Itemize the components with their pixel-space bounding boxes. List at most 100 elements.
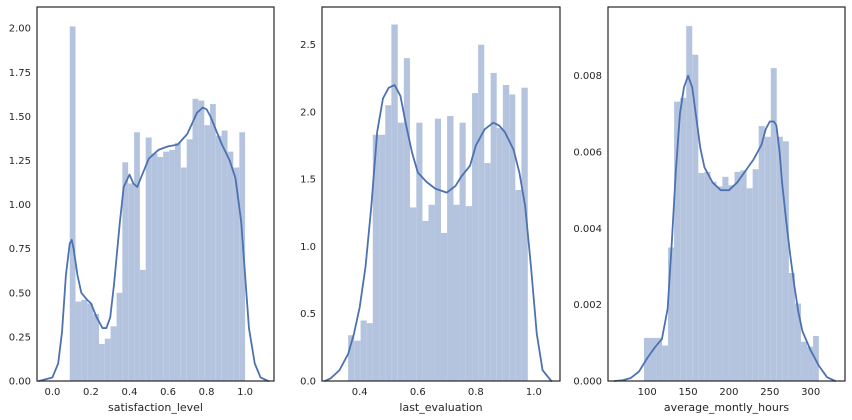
last-evaluation-hist-bar <box>354 340 361 381</box>
average-montly-hours-panel: 100 150 200 250 300 0.000 0.002 0.004 0.006 0.008… <box>573 6 846 414</box>
average-montly-hours-axes-frame <box>607 6 846 382</box>
average-montly-hours-y-tick-label: 0.004 <box>573 224 602 235</box>
satisfaction-level-y-tick-label: 0.25 <box>9 332 31 343</box>
satisfaction-level-kde-line <box>38 106 270 382</box>
average-montly-hours-y-tick-label: 0.002 <box>573 300 602 311</box>
satisfaction-level-hist-bar <box>186 139 193 381</box>
last-evaluation-hist-bar <box>366 323 373 381</box>
satisfaction-level-y-tick-label: 1.75 <box>9 68 31 79</box>
satisfaction-level-hist-bar <box>104 338 111 381</box>
last-evaluation-hist-bar <box>385 105 392 382</box>
average-montly-hours-hist-bar <box>656 337 663 381</box>
satisfaction-level-y-tick-label: 2.00 <box>9 24 31 35</box>
average-montly-hours-hist-bar <box>752 169 759 381</box>
last-evaluation-x-tick-label: 1.0 <box>526 387 542 398</box>
last-evaluation-hist-bar <box>490 72 497 382</box>
satisfaction-level-hist-bar <box>192 98 199 382</box>
satisfaction-level-panel: 0.0 0.2 0.4 0.6 0.8 1.0 0.00 0.25 0.50 0.75 1.00 1.… <box>9 6 275 414</box>
last-evaluation-y-tick-label: 0.5 <box>300 309 316 320</box>
average-montly-hours-hist-bar <box>776 136 783 381</box>
last-evaluation-axes-frame <box>321 6 561 382</box>
average-montly-hours-y-tick-label: 0.000 <box>573 377 602 388</box>
last-evaluation-hist-bar <box>428 204 435 381</box>
satisfaction-level-hist-bar <box>215 135 222 381</box>
average-montly-hours-x-tick-label: 300 <box>801 387 820 398</box>
last-evaluation-hist-bar <box>403 58 410 382</box>
satisfaction-level-y-tick-label: 0.50 <box>9 288 31 299</box>
last-evaluation-hist-bar <box>379 134 386 381</box>
last-evaluation-hist-bar <box>441 233 448 381</box>
last-evaluation-hist-bar <box>515 189 522 381</box>
last-evaluation-hist-bar <box>465 206 473 381</box>
satisfaction-level-x-tick-label: 0.0 <box>44 387 60 398</box>
last-evaluation-hist-bar <box>453 204 460 381</box>
last-evaluation-x-tick-label: 0.4 <box>352 387 368 398</box>
average-montly-hours-hist-bar <box>734 171 741 381</box>
average-montly-hours-hist-bar <box>686 26 693 382</box>
satisfaction-level-hist-bar <box>180 167 187 381</box>
average-montly-hours-hist-bar <box>746 188 753 381</box>
satisfaction-level-hist-bar <box>75 301 82 381</box>
last-evaluation-hist-bar <box>472 93 479 381</box>
average-montly-hours-hist-bar <box>650 337 657 381</box>
satisfaction-level-hist-bar <box>227 151 234 381</box>
satisfaction-level-x-tick-label: 0.6 <box>160 387 176 398</box>
satisfaction-level-hist-bar <box>116 292 123 381</box>
average-montly-hours-hist-bar <box>794 303 801 381</box>
average-montly-hours-x-tick-label: 100 <box>638 387 657 398</box>
satisfaction-level-hist-bar <box>69 26 76 381</box>
last-evaluation-y-tick-label: 1.5 <box>300 175 316 186</box>
last-evaluation-hist-bar <box>409 207 417 381</box>
average-montly-hours-y-tick-label: 0.006 <box>573 148 602 159</box>
satisfaction-level-axes-frame <box>36 6 275 382</box>
average-montly-hours-hist-bar <box>807 346 814 381</box>
satisfaction-level-hist-bar <box>128 183 135 381</box>
last-evaluation-hist-bar <box>372 134 380 381</box>
last-evaluation-panel: 0.4 0.6 0.8 1.0 0.0 0.5 1.0 1.5 2.0 2.5 last_evalu… <box>300 6 561 414</box>
average-montly-hours-hist-bar <box>716 186 723 381</box>
average-montly-hours-x-tick-label: 250 <box>760 387 779 398</box>
satisfaction-level-x-tick-label: 0.8 <box>199 387 215 398</box>
last-evaluation-hist-bar <box>360 320 367 381</box>
average-montly-hours-x-tick-label: 150 <box>679 387 698 398</box>
last-evaluation-hist-bar <box>348 335 355 381</box>
last-evaluation-hist-bar <box>391 24 398 382</box>
satisfaction-level-x-tick-label: 0.2 <box>83 387 99 398</box>
average-montly-hours-kde-line <box>613 74 837 382</box>
last-evaluation-x-tick-label: 0.6 <box>410 387 426 398</box>
satisfaction-level-y-tick-label: 1.25 <box>9 156 31 167</box>
satisfaction-level-hist-bar <box>163 151 170 381</box>
average-montly-hours-hist-bar <box>698 173 705 381</box>
last-evaluation-y-tick-label: 1.0 <box>300 242 316 253</box>
last-evaluation-hist-bar <box>434 118 441 381</box>
last-evaluation-y-tick-label: 2.0 <box>300 107 316 118</box>
last-evaluation-hist-bar <box>397 122 404 381</box>
satisfaction-level-hist-bar <box>99 343 105 381</box>
average-montly-hours-hist-bar <box>728 185 735 381</box>
satisfaction-level-hist-bar <box>198 100 205 381</box>
average-montly-hours-hist-bar <box>770 68 777 381</box>
satisfaction-level-hist-bar <box>221 130 228 381</box>
satisfaction-level-y-tick-label: 1.50 <box>9 112 31 123</box>
satisfaction-level-y-tick-label: 0.75 <box>9 244 31 255</box>
satisfaction-level-hist-bar <box>204 125 211 381</box>
satisfaction-level-y-tick-label: 0.00 <box>9 377 31 388</box>
satisfaction-level-hist-bar <box>151 153 158 381</box>
satisfaction-level-hist-bar <box>139 269 146 381</box>
satisfaction-level-hist-bar <box>87 303 94 381</box>
average-montly-hours-hist-bar <box>800 341 807 381</box>
satisfaction-level-hist-bar <box>169 149 175 381</box>
last-evaluation-xlabel: last_evaluation <box>399 401 482 414</box>
satisfaction-level-hist-bar <box>81 299 88 381</box>
satisfaction-level-hist-bar <box>157 156 164 381</box>
satisfaction-level-hist-bar <box>145 137 152 381</box>
satisfaction-level-hist-bar <box>174 142 181 381</box>
last-evaluation-hist-bar <box>502 85 510 381</box>
last-evaluation-y-tick-label: 0.0 <box>300 377 316 388</box>
average-montly-hours-hist-bar <box>662 345 669 381</box>
last-evaluation-hist-bar <box>416 122 423 381</box>
last-evaluation-hist-bar <box>422 220 429 381</box>
average-montly-hours-hist-bar <box>692 54 699 381</box>
average-montly-hours-hist-bar <box>788 273 795 381</box>
average-montly-hours-hist-bar <box>674 101 681 381</box>
